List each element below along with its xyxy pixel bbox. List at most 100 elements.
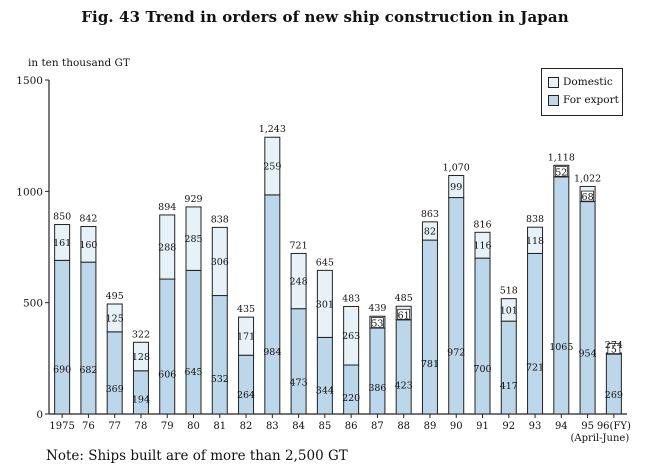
bar-domestic xyxy=(54,224,71,261)
bar-export xyxy=(500,320,517,415)
data-label-export: 269 xyxy=(605,390,623,401)
x-tick-label: 86 xyxy=(345,421,358,432)
data-label-export: 984 xyxy=(263,347,281,358)
bar-domestic xyxy=(159,214,176,280)
data-label-total: 274 xyxy=(605,340,623,351)
bar-export xyxy=(343,364,360,415)
data-label-total: 322 xyxy=(132,329,150,340)
data-label-domestic: 285 xyxy=(184,234,202,245)
data-label-total: 816 xyxy=(473,219,491,230)
data-label-box xyxy=(581,190,594,202)
bar-export xyxy=(290,308,307,415)
x-tick-label: 90 xyxy=(450,421,463,432)
data-label-export: 423 xyxy=(395,381,413,392)
chart-title: Fig. 43 Trend in orders of new ship cons… xyxy=(81,8,569,26)
bar-export xyxy=(80,261,97,415)
legend: Domestic For export xyxy=(541,68,623,116)
data-label-export: 690 xyxy=(53,365,71,376)
y-tick-label: 0 xyxy=(36,409,43,421)
data-label-total: 850 xyxy=(53,212,71,223)
bar-export xyxy=(211,295,228,415)
data-label-domestic: 53 xyxy=(371,319,383,330)
y-axis-unit-label: in ten thousand GT xyxy=(28,57,130,69)
data-label-domestic: 68 xyxy=(582,192,594,203)
data-label-domestic: 5 xyxy=(611,345,617,356)
data-label-domestic: 101 xyxy=(500,305,518,316)
data-label-export: 344 xyxy=(316,385,334,396)
x-tick-label: 84 xyxy=(292,421,305,432)
x-tick-label: 78 xyxy=(135,421,148,432)
data-label-total: 929 xyxy=(184,194,202,205)
data-label-export: 473 xyxy=(290,378,308,389)
bar-domestic xyxy=(106,303,123,333)
bar-export xyxy=(316,336,333,415)
data-label-domestic: 118 xyxy=(526,236,544,247)
data-label-domestic: 161 xyxy=(53,238,71,249)
bar-domestic xyxy=(316,269,333,338)
x-tick-label: 96(FY) xyxy=(597,421,631,432)
bar-export xyxy=(185,269,202,415)
x-tick-label: 81 xyxy=(213,421,226,432)
data-label-total: 721 xyxy=(290,240,308,251)
x-tick-label: 80 xyxy=(187,421,200,432)
x-tick-label: 82 xyxy=(240,421,253,432)
x-tick-label: 77 xyxy=(108,421,121,432)
x-tick-label: 79 xyxy=(161,421,174,432)
data-label-total: 894 xyxy=(158,202,176,213)
data-label-total: 1,243 xyxy=(259,124,286,135)
bar-domestic xyxy=(448,175,465,199)
x-tick-label: 93 xyxy=(529,421,542,432)
y-tick-label: 1000 xyxy=(16,186,43,198)
bar-domestic xyxy=(500,298,517,322)
bar-export xyxy=(106,331,123,415)
data-label-export: 721 xyxy=(526,363,544,374)
data-label-total: 1,022 xyxy=(574,173,601,184)
bar-domestic xyxy=(264,136,281,196)
legend-item-domestic: Domestic xyxy=(548,76,613,88)
legend-swatch-domestic xyxy=(548,76,559,88)
data-label-domestic: 259 xyxy=(263,162,281,173)
data-label-export: 386 xyxy=(368,383,386,394)
bar-domestic xyxy=(421,221,438,241)
bar-export xyxy=(527,252,544,415)
x-tick-label: 85 xyxy=(318,421,331,432)
data-label-export: 781 xyxy=(421,359,439,370)
bar-domestic xyxy=(290,252,307,310)
bar-export xyxy=(238,354,255,415)
data-label-total: 838 xyxy=(526,214,544,225)
x-tick-label: 89 xyxy=(424,421,437,432)
data-label-export: 972 xyxy=(447,348,465,359)
data-label-domestic: 52 xyxy=(555,167,567,178)
data-label-domestic: 61 xyxy=(398,310,410,321)
bar-export xyxy=(553,176,570,415)
x-tick-label: 83 xyxy=(266,421,279,432)
data-label-export: 1065 xyxy=(549,342,573,353)
x-tick-label: 91 xyxy=(476,421,489,432)
legend-label-export: For export xyxy=(563,94,619,106)
data-label-total: 439 xyxy=(368,303,386,314)
y-tick-label: 500 xyxy=(23,298,43,310)
data-label-domestic: 82 xyxy=(424,226,436,237)
data-label-total: 435 xyxy=(237,304,255,315)
legend-swatch-export xyxy=(548,94,559,106)
bar-export xyxy=(132,370,149,415)
bar-domestic xyxy=(80,226,97,263)
data-label-domestic: 171 xyxy=(237,332,255,343)
data-label-total: 645 xyxy=(316,257,334,268)
data-label-domestic: 248 xyxy=(290,277,308,288)
bar-export xyxy=(369,327,386,415)
x-tick-label: 95 xyxy=(581,421,594,432)
y-tick-label: 1500 xyxy=(16,75,43,87)
x-tick-label: 87 xyxy=(371,421,384,432)
data-label-export: 220 xyxy=(342,393,360,404)
legend-item-export: For export xyxy=(548,94,619,106)
data-label-domestic: 125 xyxy=(106,313,124,324)
data-label-box xyxy=(607,343,621,355)
data-label-total: 838 xyxy=(211,214,229,225)
bar-domestic xyxy=(211,226,228,297)
data-label-export: 954 xyxy=(579,349,597,360)
bar-domestic xyxy=(474,231,491,259)
x-tick-label: 88 xyxy=(397,421,410,432)
data-label-total: 842 xyxy=(79,214,97,225)
